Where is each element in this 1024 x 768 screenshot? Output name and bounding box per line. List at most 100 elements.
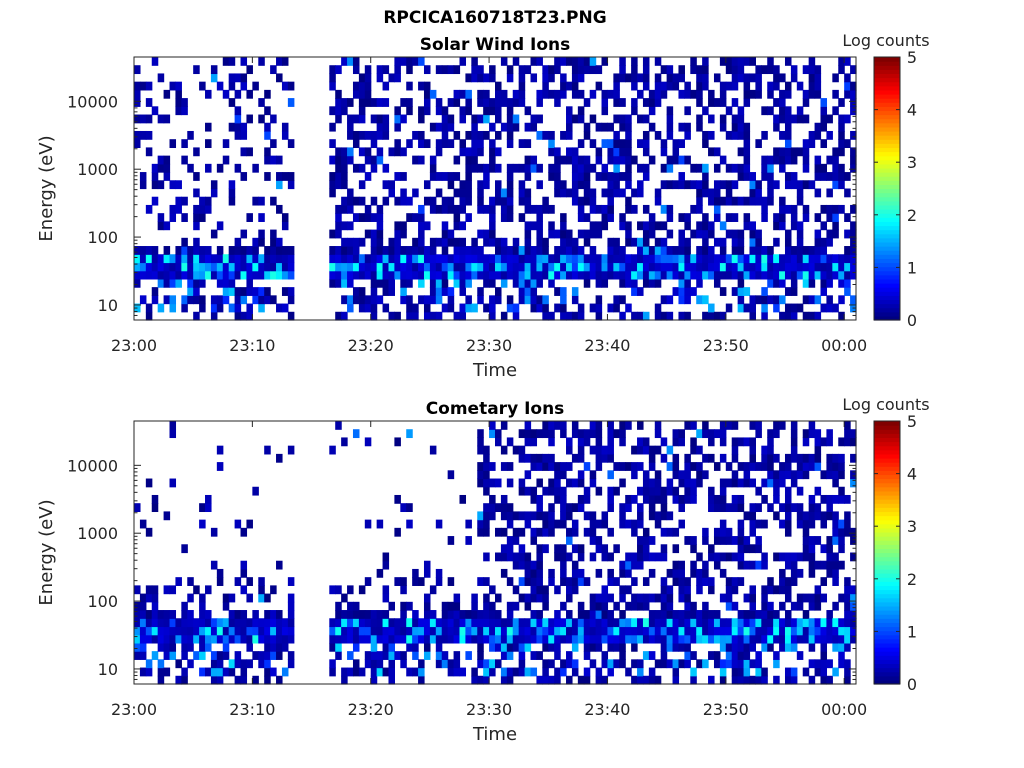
heatmap-cell <box>625 421 632 430</box>
heatmap-cell <box>329 667 336 677</box>
heatmap-cell <box>287 295 295 305</box>
heatmap-cell <box>666 262 674 272</box>
heatmap-cell <box>802 634 810 644</box>
heatmap-cell <box>483 180 490 190</box>
heatmap-cell <box>512 311 520 321</box>
heatmap-cell <box>370 229 378 239</box>
heatmap-cell <box>151 503 159 513</box>
colorbar-segment <box>874 457 900 463</box>
heatmap-cell <box>512 667 520 677</box>
heatmap-cell <box>536 544 543 554</box>
heatmap-cell <box>500 213 508 222</box>
heatmap-cell <box>435 642 443 652</box>
heatmap-cell <box>270 237 277 247</box>
heatmap-cell <box>447 262 455 272</box>
heatmap-cell <box>566 246 573 255</box>
heatmap-cell <box>719 659 727 669</box>
heatmap-cell <box>631 81 638 91</box>
colorbar-segment <box>874 634 900 640</box>
heatmap-cell <box>145 130 153 140</box>
heatmap-cell <box>660 527 668 537</box>
heatmap-cell <box>678 237 685 247</box>
heatmap-cell <box>210 651 218 660</box>
heatmap-cell <box>702 237 709 247</box>
heatmap-cell <box>838 544 845 554</box>
heatmap-cell <box>388 601 395 611</box>
heatmap-cell <box>264 122 271 132</box>
heatmap-cell <box>187 610 194 619</box>
heatmap-cell <box>453 130 461 140</box>
heatmap-cell <box>441 610 449 619</box>
heatmap-cell <box>512 626 520 636</box>
heatmap-cell <box>601 106 609 116</box>
heatmap-cell <box>400 503 407 513</box>
heatmap-cell <box>506 642 514 652</box>
heatmap-cell <box>264 172 271 181</box>
heatmap-cell <box>566 593 573 603</box>
heatmap-cell <box>589 519 597 529</box>
heatmap-cell <box>358 81 366 91</box>
heatmap-cell <box>566 106 573 116</box>
heatmap-cell <box>435 254 443 264</box>
heatmap-cell <box>719 618 727 628</box>
colorbar-segment <box>874 287 900 292</box>
heatmap-cell <box>341 155 348 165</box>
heatmap-cell <box>163 585 171 595</box>
heatmap-cell <box>270 246 277 255</box>
heatmap-cell <box>423 295 431 305</box>
heatmap-cell <box>690 57 697 66</box>
heatmap-cell <box>258 57 265 66</box>
heatmap-cell <box>335 106 342 116</box>
heatmap-cell <box>654 262 662 272</box>
heatmap-cell <box>441 237 449 247</box>
heatmap-cell <box>790 172 798 181</box>
heatmap-cell <box>749 527 756 537</box>
heatmap-cell <box>790 437 798 447</box>
heatmap-cell <box>820 270 828 280</box>
heatmap-cell <box>796 462 804 471</box>
colorbar-segment <box>874 486 900 492</box>
heatmap-cell <box>850 634 857 644</box>
heatmap-cell <box>477 634 484 644</box>
heatmap-cell <box>412 610 419 619</box>
heatmap-cell <box>702 453 709 463</box>
heatmap-cell <box>483 519 490 529</box>
heatmap-cell <box>187 163 194 173</box>
heatmap-cell <box>435 634 443 644</box>
heatmap-cell <box>642 536 650 545</box>
heatmap-cell <box>755 73 762 83</box>
heatmap-cell <box>796 270 804 280</box>
heatmap-cell <box>134 503 141 513</box>
heatmap-cell <box>784 593 792 603</box>
heatmap-cell <box>808 593 816 603</box>
heatmap-cell <box>796 453 804 463</box>
heatmap-cell <box>536 246 543 255</box>
heatmap-cell <box>619 246 626 255</box>
heatmap-cell <box>790 667 798 677</box>
heatmap-cell <box>418 659 425 669</box>
heatmap-cell <box>489 478 496 488</box>
heatmap-cell <box>429 89 437 99</box>
heatmap-cell <box>637 659 644 669</box>
heatmap-cell <box>613 130 620 140</box>
heatmap-cell <box>423 601 431 611</box>
heatmap-cell <box>169 642 177 652</box>
heatmap-cell <box>471 618 478 628</box>
heatmap-cell <box>696 577 703 586</box>
heatmap-cell <box>684 610 691 619</box>
heatmap-cell <box>394 139 401 149</box>
heatmap-cell <box>761 494 768 504</box>
heatmap-cell <box>483 478 490 488</box>
heatmap-cell <box>270 139 277 149</box>
heatmap-cell <box>725 163 733 173</box>
heatmap-cell <box>394 494 401 504</box>
heatmap-cell <box>441 618 449 628</box>
heatmap-cell <box>850 536 857 545</box>
heatmap-cell <box>163 642 171 652</box>
heatmap-cell <box>370 626 378 636</box>
heatmap-cell <box>637 634 644 644</box>
heatmap-cell <box>252 270 259 280</box>
heatmap-cell <box>583 254 591 264</box>
heatmap-cell <box>352 65 360 75</box>
